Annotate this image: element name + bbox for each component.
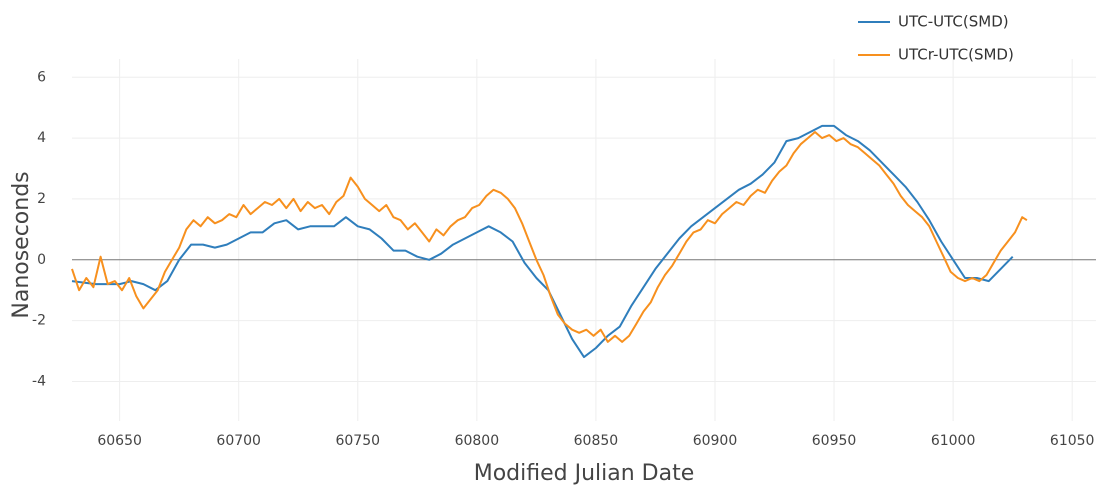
- y-tick-label: -4: [32, 373, 46, 389]
- x-tick-label: 60900: [693, 433, 738, 449]
- legend-label: UTCr-UTC(SMD): [898, 46, 1014, 64]
- x-tick-label: 60950: [812, 433, 857, 449]
- series-line: [71, 124, 1014, 359]
- y-tick-label: 4: [37, 130, 46, 146]
- x-tick-label: 60650: [97, 433, 142, 449]
- x-axis-label: Modified Julian Date: [474, 461, 695, 486]
- x-tick-label: 60800: [455, 433, 500, 449]
- y-tick-label: -2: [32, 313, 46, 329]
- legend-label: UTC-UTC(SMD): [898, 13, 1009, 31]
- x-tick-label: 61000: [931, 433, 976, 449]
- x-tick-label: 60850: [574, 433, 619, 449]
- x-tick-label: 60750: [335, 433, 380, 449]
- y-axis-label: Nanoseconds: [9, 171, 34, 318]
- x-tick-label: 60700: [216, 433, 261, 449]
- y-tick-label: 0: [37, 252, 46, 268]
- series-line: [71, 131, 1028, 343]
- y-tick-label: 2: [37, 191, 46, 207]
- x-tick-label: 61050: [1050, 433, 1095, 449]
- y-tick-label: 6: [37, 69, 46, 85]
